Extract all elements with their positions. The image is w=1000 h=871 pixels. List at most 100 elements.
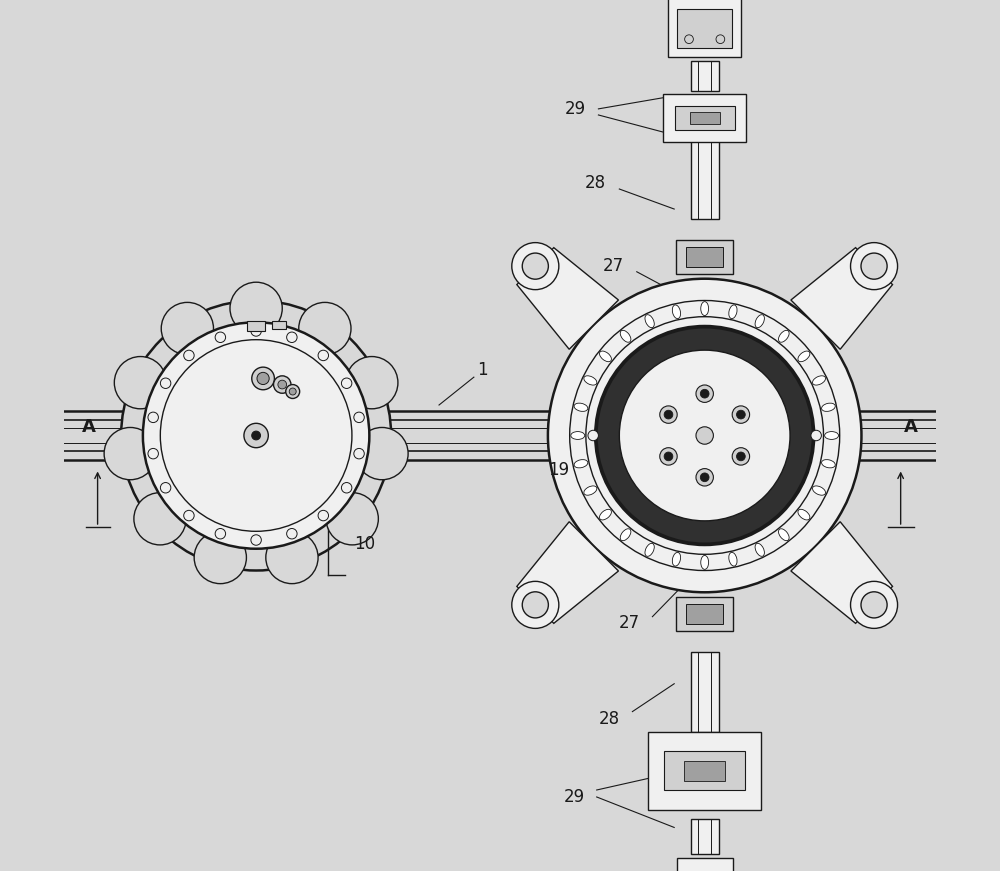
- Text: 1: 1: [477, 361, 488, 379]
- Ellipse shape: [825, 431, 839, 440]
- Text: 19: 19: [548, 462, 569, 479]
- Ellipse shape: [571, 431, 585, 440]
- Circle shape: [251, 535, 261, 545]
- Circle shape: [215, 529, 226, 539]
- Circle shape: [664, 452, 673, 461]
- Ellipse shape: [729, 305, 737, 319]
- Text: A: A: [904, 418, 918, 436]
- Circle shape: [148, 449, 158, 459]
- Circle shape: [266, 531, 318, 584]
- Bar: [686, 247, 723, 267]
- Circle shape: [184, 510, 194, 521]
- Circle shape: [851, 243, 898, 290]
- Circle shape: [696, 385, 713, 402]
- Circle shape: [861, 253, 887, 280]
- Circle shape: [287, 332, 297, 342]
- Circle shape: [114, 356, 167, 408]
- Bar: [272, 321, 286, 329]
- Ellipse shape: [645, 314, 654, 327]
- Circle shape: [522, 591, 548, 618]
- Circle shape: [341, 378, 352, 388]
- Circle shape: [121, 300, 391, 571]
- Circle shape: [134, 493, 186, 545]
- Ellipse shape: [574, 403, 588, 411]
- Circle shape: [851, 581, 898, 628]
- Circle shape: [252, 368, 274, 390]
- Circle shape: [194, 531, 246, 584]
- Bar: [143, 400, 369, 407]
- Circle shape: [732, 406, 750, 423]
- Ellipse shape: [672, 305, 681, 319]
- Circle shape: [160, 340, 352, 531]
- Circle shape: [811, 430, 821, 441]
- Bar: [690, 111, 720, 124]
- Text: 27: 27: [603, 257, 624, 274]
- Circle shape: [318, 510, 329, 521]
- Text: 29: 29: [563, 788, 585, 806]
- Text: 29: 29: [565, 100, 586, 118]
- Ellipse shape: [755, 544, 764, 557]
- Circle shape: [356, 428, 408, 480]
- Circle shape: [274, 376, 291, 394]
- Circle shape: [696, 427, 713, 444]
- Ellipse shape: [584, 486, 597, 496]
- Ellipse shape: [645, 544, 654, 557]
- Circle shape: [244, 423, 268, 448]
- Bar: [663, 93, 746, 141]
- Bar: [143, 457, 369, 464]
- Circle shape: [346, 356, 398, 408]
- Ellipse shape: [584, 375, 597, 385]
- Circle shape: [326, 493, 378, 545]
- Ellipse shape: [798, 351, 810, 361]
- Bar: [691, 652, 719, 732]
- Text: A: A: [82, 418, 96, 436]
- Text: 27: 27: [618, 614, 639, 631]
- Ellipse shape: [813, 375, 826, 385]
- Circle shape: [104, 428, 156, 480]
- Polygon shape: [517, 247, 618, 349]
- Circle shape: [700, 473, 709, 482]
- Circle shape: [660, 448, 677, 465]
- Ellipse shape: [620, 529, 631, 541]
- Circle shape: [354, 449, 364, 459]
- Circle shape: [184, 350, 194, 361]
- Bar: [677, 10, 732, 48]
- Circle shape: [143, 322, 369, 549]
- Ellipse shape: [672, 552, 681, 566]
- Ellipse shape: [778, 330, 789, 342]
- Ellipse shape: [813, 486, 826, 496]
- Circle shape: [161, 302, 213, 354]
- Ellipse shape: [620, 330, 631, 342]
- Circle shape: [660, 406, 677, 423]
- Circle shape: [289, 388, 296, 395]
- Circle shape: [148, 412, 158, 422]
- Circle shape: [586, 317, 823, 554]
- Circle shape: [230, 282, 282, 334]
- Circle shape: [512, 581, 559, 628]
- Circle shape: [737, 410, 745, 419]
- Circle shape: [278, 380, 287, 388]
- Circle shape: [716, 35, 725, 44]
- Bar: [648, 732, 761, 810]
- Text: 28: 28: [598, 710, 619, 727]
- Ellipse shape: [599, 510, 611, 520]
- Circle shape: [696, 469, 713, 486]
- Circle shape: [341, 483, 352, 493]
- Ellipse shape: [778, 529, 789, 541]
- Text: 10: 10: [354, 536, 376, 553]
- Ellipse shape: [822, 403, 835, 411]
- Circle shape: [318, 350, 329, 361]
- Circle shape: [570, 300, 840, 571]
- Bar: [686, 604, 723, 624]
- Circle shape: [160, 483, 171, 493]
- Circle shape: [732, 448, 750, 465]
- Bar: [668, 0, 741, 57]
- Circle shape: [252, 431, 260, 440]
- Circle shape: [257, 373, 269, 385]
- Ellipse shape: [798, 510, 810, 520]
- Circle shape: [700, 389, 709, 398]
- Ellipse shape: [574, 460, 588, 468]
- Circle shape: [286, 385, 300, 399]
- Bar: [247, 321, 265, 331]
- Circle shape: [287, 529, 297, 539]
